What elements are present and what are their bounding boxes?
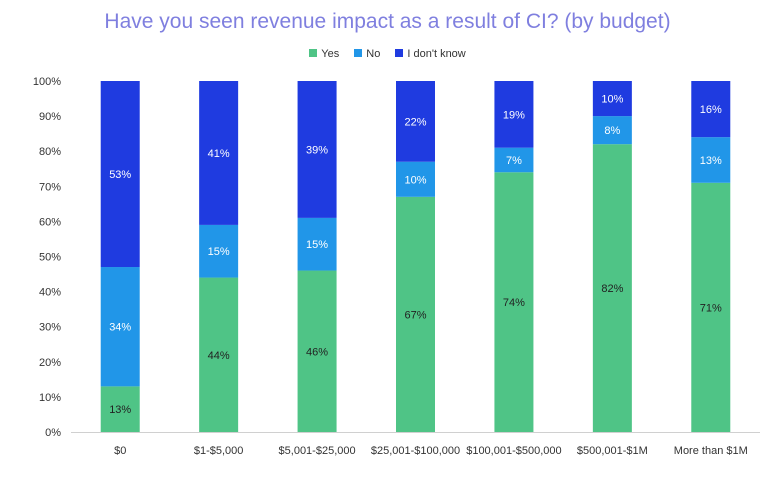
data-label: 15% <box>208 246 230 258</box>
data-label: 15% <box>306 239 328 251</box>
data-label: 13% <box>109 404 131 416</box>
bar-segment-no <box>100 267 140 387</box>
data-label: 22% <box>404 116 426 128</box>
data-label: 46% <box>306 346 328 358</box>
bar-segment-i-don-t-know <box>199 81 239 225</box>
bar-segment-yes <box>396 196 435 432</box>
data-label: 10% <box>404 174 426 186</box>
bar-segment-no <box>297 217 337 271</box>
y-tick-label: 10% <box>39 392 61 404</box>
bar-segment-yes <box>592 144 632 432</box>
bar-segment-i-don-t-know <box>494 81 534 148</box>
x-tick-label: $100,001-$500,000 <box>466 445 561 457</box>
bar-segment-yes <box>100 386 140 432</box>
y-tick-label: 50% <box>39 252 61 264</box>
legend-label-no: No <box>366 48 381 60</box>
data-label: 82% <box>601 283 623 295</box>
bar-segment-i-don-t-know <box>396 81 435 162</box>
x-tick-label: $500,001-$1M <box>577 445 648 457</box>
bar-segment-no <box>691 137 731 183</box>
x-tick-label: $25,001-$100,000 <box>371 445 460 457</box>
y-tick-label: 0% <box>45 427 61 439</box>
bar-segment-i-don-t-know <box>297 81 337 218</box>
legend-swatch-yes <box>309 49 318 57</box>
bar-segment-yes <box>297 270 337 432</box>
data-label: 74% <box>503 297 525 309</box>
x-tick-label: More than $1M <box>674 445 748 457</box>
data-label: 16% <box>700 104 722 116</box>
data-label: 71% <box>700 302 722 314</box>
bar-segment-no <box>396 161 435 197</box>
y-tick-label: 30% <box>39 322 61 334</box>
y-tick-label: 60% <box>39 216 61 228</box>
x-tick-label: $1-$5,000 <box>194 445 244 457</box>
data-label: 67% <box>404 309 426 321</box>
legend: Yes No I don't know <box>0 48 775 60</box>
bar-segment-yes <box>691 182 731 432</box>
y-tick-label: 100% <box>33 76 61 88</box>
legend-item-yes: Yes <box>309 48 339 60</box>
data-label: 41% <box>208 148 230 160</box>
y-tick-label: 90% <box>39 111 61 123</box>
legend-label-dont-know: I don't know <box>407 48 466 60</box>
bar-segment-yes <box>494 172 534 432</box>
data-label: 19% <box>503 109 525 121</box>
data-label: 8% <box>604 125 620 137</box>
y-tick-label: 80% <box>39 146 61 158</box>
bar-segment-no <box>199 224 239 278</box>
legend-swatch-dont-know <box>395 49 404 57</box>
bar-segment-yes <box>199 277 239 432</box>
bar-segment-no <box>592 116 632 145</box>
x-tick-label: $5,001-$25,000 <box>279 445 356 457</box>
data-label: 13% <box>700 155 722 167</box>
data-label: 44% <box>208 350 230 362</box>
bar-segment-i-don-t-know <box>592 81 632 117</box>
data-label: 53% <box>109 169 131 181</box>
legend-item-no: No <box>354 48 380 60</box>
y-tick-label: 70% <box>39 181 61 193</box>
data-label: 10% <box>601 94 623 106</box>
x-tick-label: $0 <box>114 445 126 457</box>
bar-segment-no <box>494 147 534 173</box>
legend-label-yes: Yes <box>321 48 340 60</box>
data-label: 7% <box>506 155 522 167</box>
legend-swatch-no <box>354 49 363 57</box>
bar-segment-i-don-t-know <box>691 81 731 138</box>
chart-title: Have you seen revenue impact as a result… <box>104 10 671 33</box>
data-label: 34% <box>109 322 131 334</box>
y-tick-label: 20% <box>39 357 61 369</box>
y-tick-label: 40% <box>39 287 61 299</box>
legend-item-dont-know: I don't know <box>395 48 466 60</box>
data-label: 39% <box>306 144 328 156</box>
bar-segment-i-don-t-know <box>100 81 140 268</box>
